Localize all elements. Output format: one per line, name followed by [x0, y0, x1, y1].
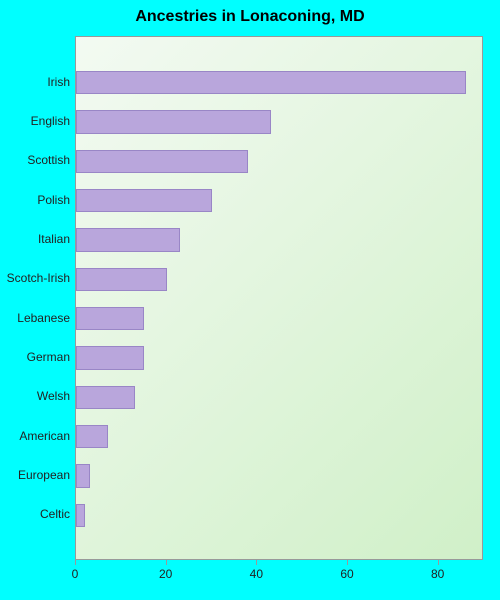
y-axis-label: German	[0, 350, 70, 364]
y-axis-label: Italian	[0, 232, 70, 246]
bar	[76, 268, 167, 292]
y-axis-label: Celtic	[0, 507, 70, 521]
plot-area	[75, 36, 483, 560]
y-axis-label: English	[0, 114, 70, 128]
chart-container: Ancestries in Lonaconing, MD City-Data.c…	[0, 0, 500, 600]
x-axis-tick-label: 40	[250, 567, 263, 581]
x-axis-tick-label: 20	[159, 567, 172, 581]
x-axis-tick	[256, 560, 257, 565]
y-axis-label: European	[0, 468, 70, 482]
chart-title: Ancestries in Lonaconing, MD	[0, 8, 500, 26]
y-axis-label: Scotch-Irish	[0, 271, 70, 285]
y-axis-label: Welsh	[0, 389, 70, 403]
x-axis-tick	[347, 560, 348, 565]
bar	[76, 464, 90, 488]
x-axis-tick	[438, 560, 439, 565]
bar	[76, 504, 85, 528]
bar	[76, 189, 212, 213]
bar	[76, 386, 135, 410]
bar	[76, 71, 466, 95]
y-axis-label: American	[0, 429, 70, 443]
bar	[76, 346, 144, 370]
x-axis-tick-label: 0	[72, 567, 79, 581]
y-axis-label: Polish	[0, 193, 70, 207]
bar	[76, 228, 180, 252]
y-axis-label: Irish	[0, 75, 70, 89]
x-axis-tick-label: 80	[431, 567, 444, 581]
y-axis-label: Lebanese	[0, 311, 70, 325]
x-axis-tick-label: 60	[340, 567, 353, 581]
y-axis-label: Scottish	[0, 153, 70, 167]
x-axis-tick	[166, 560, 167, 565]
bar	[76, 307, 144, 331]
bar	[76, 425, 108, 449]
bar	[76, 150, 248, 174]
x-axis-tick	[75, 560, 76, 565]
bar	[76, 110, 271, 134]
